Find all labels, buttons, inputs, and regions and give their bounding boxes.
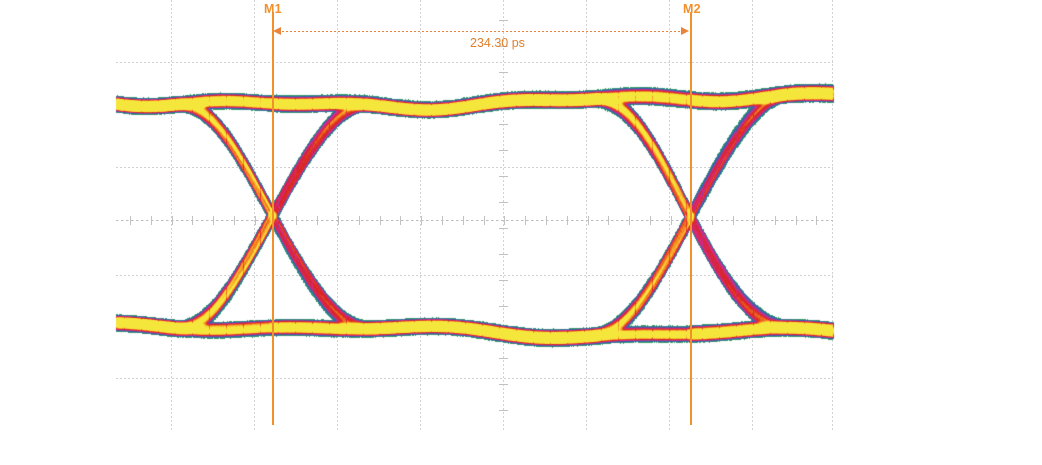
marker-line-m1[interactable] [272, 12, 274, 425]
marker-label-m1[interactable]: M1 [264, 2, 282, 16]
delta-measurement-line [278, 31, 684, 32]
delta-measurement-label: 234.30 ps [470, 36, 525, 50]
measurement-arrow-right-icon [681, 27, 689, 35]
marker-label-m2[interactable]: M2 [683, 2, 701, 16]
marker-line-m2[interactable] [690, 12, 692, 425]
measurement-arrow-left-icon [273, 27, 281, 35]
